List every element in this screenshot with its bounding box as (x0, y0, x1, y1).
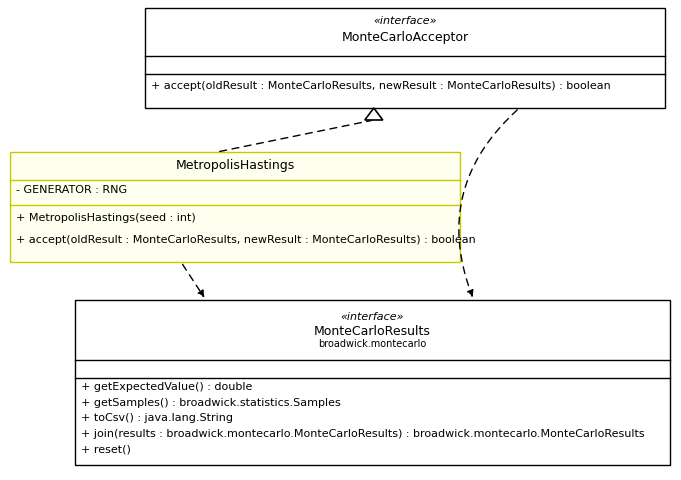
Bar (75, 300, 670, 465)
Text: «interface»: «interface» (340, 312, 405, 322)
Text: + MetropolisHastings(seed : int): + MetropolisHastings(seed : int) (16, 213, 195, 223)
Text: + getSamples() : broadwick.statistics.Samples: + getSamples() : broadwick.statistics.Sa… (81, 397, 340, 408)
Text: broadwick.montecarlo: broadwick.montecarlo (319, 339, 426, 349)
Bar (10, 152, 460, 262)
Text: + getExpectedValue() : double: + getExpectedValue() : double (81, 382, 253, 392)
Text: + accept(oldResult : MonteCarloResults, newResult : MonteCarloResults) : boolean: + accept(oldResult : MonteCarloResults, … (151, 82, 611, 92)
Text: - GENERATOR : RNG: - GENERATOR : RNG (16, 185, 127, 195)
Text: «interface»: «interface» (373, 16, 437, 26)
Text: + join(results : broadwick.montecarlo.MonteCarloResults) : broadwick.montecarlo.: + join(results : broadwick.montecarlo.Mo… (81, 429, 645, 439)
Text: + accept(oldResult : MonteCarloResults, newResult : MonteCarloResults) : boolean: + accept(oldResult : MonteCarloResults, … (16, 235, 476, 245)
Text: MonteCarloResults: MonteCarloResults (314, 324, 431, 338)
Bar (145, 8, 665, 108)
Text: + toCsv() : java.lang.String: + toCsv() : java.lang.String (81, 413, 233, 423)
Text: MetropolisHastings: MetropolisHastings (176, 159, 295, 172)
Text: MonteCarloAcceptor: MonteCarloAcceptor (341, 31, 469, 44)
Text: + reset(): + reset() (81, 445, 131, 455)
